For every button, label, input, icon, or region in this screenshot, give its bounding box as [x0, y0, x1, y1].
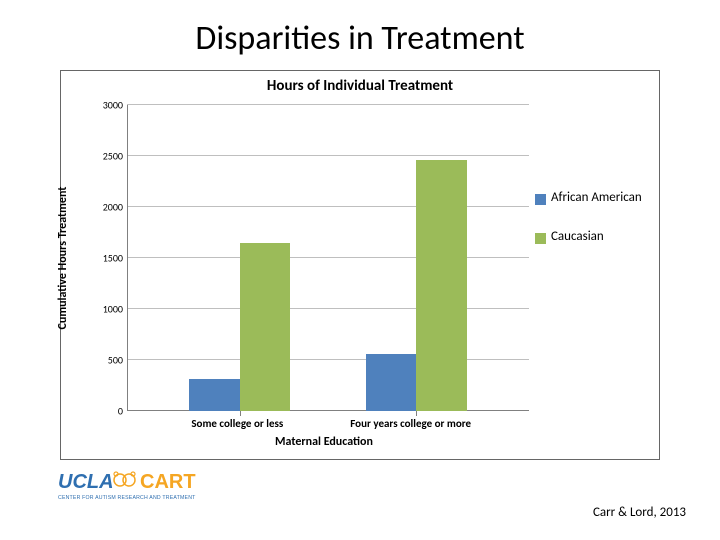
- page-title: Disparities in Treatment: [0, 18, 720, 59]
- legend-swatch: [535, 194, 546, 205]
- bar: [240, 243, 290, 411]
- legend-swatch: [535, 233, 546, 244]
- legend-label: Caucasian: [551, 230, 604, 245]
- chart-title: Hours of Individual Treatment: [61, 71, 659, 97]
- x-tick-mark: [416, 411, 417, 416]
- x-axis-group: Some college or less Four years college o…: [127, 417, 521, 431]
- citation: Carr & Lord, 2013: [593, 505, 686, 520]
- bars-layer: [127, 105, 529, 411]
- ucla-cart-logo: UCLA CART CENTER FOR AUTISM RESEARCH AND…: [58, 468, 228, 502]
- y-tick-label: 2000: [103, 201, 123, 214]
- slide: Disparities in Treatment Hours of Indivi…: [0, 0, 720, 540]
- legend: African American Caucasian: [535, 191, 651, 269]
- y-axis-ticks: 050010001500200025003000: [91, 105, 127, 411]
- x-axis-categories: Some college or less Four years college o…: [127, 417, 521, 431]
- y-tick-label: 500: [108, 354, 123, 367]
- chart-container: Hours of Individual Treatment Cumulative…: [60, 70, 660, 460]
- plot-area: Cumulative Hours Treatment 0500100015002…: [69, 105, 529, 411]
- bear-icon: [114, 472, 135, 486]
- bar: [366, 354, 416, 411]
- legend-label: African American: [551, 191, 642, 206]
- y-tick-label: 0: [118, 405, 123, 418]
- legend-item: African American: [535, 191, 651, 206]
- logo-ucla-text: UCLA: [58, 471, 114, 493]
- y-tick-label: 1000: [103, 303, 123, 316]
- x-axis-label: Maternal Education: [119, 435, 529, 449]
- x-category-label: Four years college or more: [350, 417, 471, 430]
- x-tick-mark: [240, 411, 241, 416]
- logo-cart-text: CART: [140, 471, 196, 493]
- legend-item: Caucasian: [535, 230, 651, 245]
- bar: [189, 379, 239, 411]
- plot: [127, 105, 529, 411]
- y-axis-label: Cumulative Hours Treatment: [56, 187, 70, 330]
- logo-svg: UCLA CART CENTER FOR AUTISM RESEARCH AND…: [58, 468, 228, 502]
- y-tick-label: 2500: [103, 150, 123, 163]
- logo-subtitle-text: CENTER FOR AUTISM RESEARCH AND TREATMENT: [58, 495, 196, 501]
- x-category-label: Some college or less: [191, 417, 283, 430]
- y-tick-label: 1500: [103, 252, 123, 265]
- y-tick-label: 3000: [103, 99, 123, 112]
- bar: [416, 160, 466, 411]
